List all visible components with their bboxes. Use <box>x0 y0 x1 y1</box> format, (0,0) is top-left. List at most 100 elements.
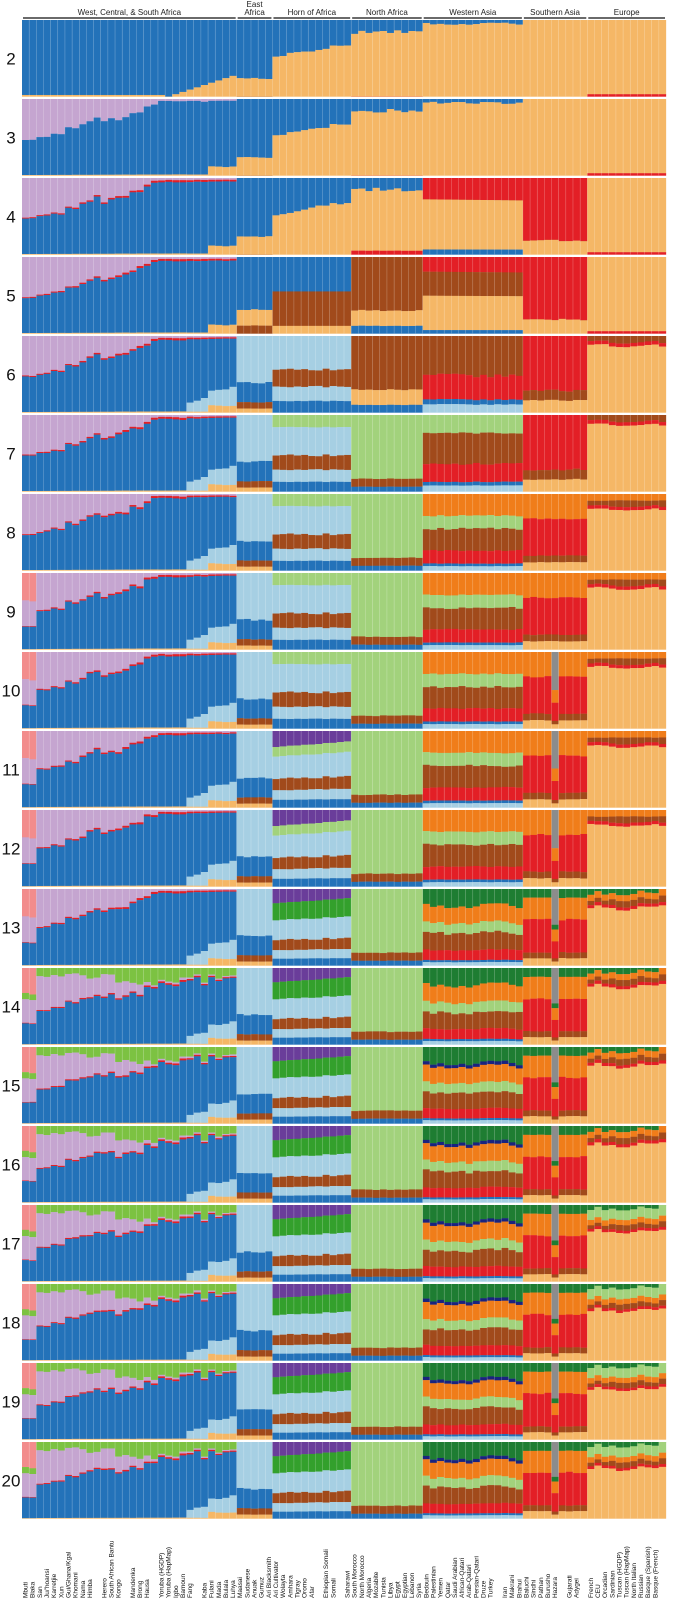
ancestry-segment <box>494 803 502 808</box>
ancestry-segment <box>236 724 244 729</box>
ancestry-segment <box>107 358 116 412</box>
ancestry-segment <box>122 431 130 491</box>
ancestry-segment <box>308 20 316 52</box>
ancestry-segment <box>508 23 516 97</box>
ancestry-segment <box>608 588 617 650</box>
ancestry-segment <box>394 881 402 887</box>
ancestry-segment <box>79 806 87 808</box>
ancestry-segment <box>465 103 473 176</box>
ancestry-segment <box>72 683 80 729</box>
ancestry-segment <box>93 195 101 197</box>
ancestry-segment <box>429 645 438 650</box>
ancestry-segment <box>107 437 116 491</box>
ancestry-segment <box>522 20 531 97</box>
ancestry-segment <box>115 277 123 333</box>
ancestry-segment <box>157 178 166 181</box>
ancestry-segment <box>615 331 624 334</box>
ancestry-segment <box>172 814 180 886</box>
ancestry-segment <box>494 515 502 530</box>
ancestry-segment <box>494 645 502 650</box>
ancestry-segment <box>193 411 202 413</box>
ancestry-segment <box>429 529 438 551</box>
ancestry-segment <box>50 257 58 292</box>
ancestry-segment <box>179 91 187 97</box>
ancestry-segment <box>36 927 44 929</box>
ancestry-segment <box>358 30 366 97</box>
ancestry-segment <box>157 890 166 893</box>
ancestry-segment <box>479 249 488 255</box>
ancestry-segment <box>322 691 330 708</box>
ancestry-segment <box>479 731 488 753</box>
ancestry-segment <box>179 891 187 894</box>
ancestry-segment <box>57 964 66 966</box>
ancestry-segment <box>458 594 466 608</box>
ancestry-segment <box>129 349 137 351</box>
ancestry-segment <box>479 563 488 567</box>
ancestry-segment <box>479 102 488 176</box>
ancestry-segment <box>530 336 538 391</box>
ancestry-segment <box>336 788 345 800</box>
ancestry-segment <box>437 515 445 529</box>
ancestry-segment <box>615 94 624 97</box>
ancestry-segment <box>43 690 51 729</box>
ancestry-segment <box>515 485 524 492</box>
ancestry-segment <box>644 821 652 826</box>
ancestry-segment <box>301 949 309 959</box>
ancestry-segment <box>329 560 337 571</box>
ancestry-segment <box>229 575 237 625</box>
ancestry-segment <box>422 831 431 844</box>
ancestry-segment <box>472 810 481 833</box>
ancestry-segment <box>165 260 173 333</box>
ancestry-segment <box>301 291 309 327</box>
ancestry-segment <box>272 135 280 176</box>
ancestry-segment <box>172 178 180 181</box>
ancestry-segment <box>544 676 552 715</box>
ancestry-segment <box>29 139 37 176</box>
ancestry-segment <box>215 812 223 865</box>
ancestry-segment <box>272 756 280 780</box>
ancestry-segment <box>437 766 445 788</box>
ancestry-segment <box>487 800 495 804</box>
ancestry-segment <box>429 608 438 630</box>
ancestry-segment <box>22 333 30 334</box>
ancestry-segment <box>129 505 137 507</box>
ancestry-segment <box>601 494 609 501</box>
ancestry-segment <box>437 566 445 571</box>
ancestry-segment <box>57 569 66 571</box>
ancestry-segment <box>193 953 202 965</box>
ancestry-segment <box>465 721 473 725</box>
ancestry-segment <box>572 478 581 492</box>
ancestry-segment <box>29 454 37 456</box>
ancestry-segment <box>551 878 559 883</box>
ancestry-segment <box>250 731 259 779</box>
ancestry-segment <box>222 338 230 390</box>
ancestry-segment <box>150 498 159 570</box>
ancestry-segment <box>293 949 302 959</box>
ancestry-segment <box>422 673 431 688</box>
ancestry-segment <box>229 100 237 167</box>
ancestry-segment <box>601 584 609 588</box>
ancestry-segment <box>344 889 352 899</box>
ancestry-segment <box>265 797 273 804</box>
ancestry-segment <box>558 793 566 800</box>
ancestry-segment <box>429 549 438 564</box>
ancestry-segment <box>608 585 617 589</box>
ancestry-segment <box>501 404 509 413</box>
ancestry-segment <box>537 562 545 571</box>
ancestry-segment <box>487 99 495 103</box>
ancestry-segment <box>587 742 595 746</box>
ancestry-segment <box>236 566 244 571</box>
ancestry-segment <box>508 99 516 104</box>
ancestry-segment <box>344 741 352 752</box>
ancestry-segment <box>229 494 237 497</box>
ancestry-segment <box>100 281 109 333</box>
ancestry-segment <box>444 516 452 530</box>
ancestry-segment <box>508 753 516 767</box>
ancestry-segment <box>72 569 80 571</box>
ancestry-segment <box>50 369 58 372</box>
ancestry-segment <box>558 713 566 721</box>
ancestry-segment <box>594 94 602 97</box>
ancestry-segment <box>129 810 137 824</box>
ancestry-segment <box>565 713 574 721</box>
ancestry-segment <box>322 855 330 869</box>
